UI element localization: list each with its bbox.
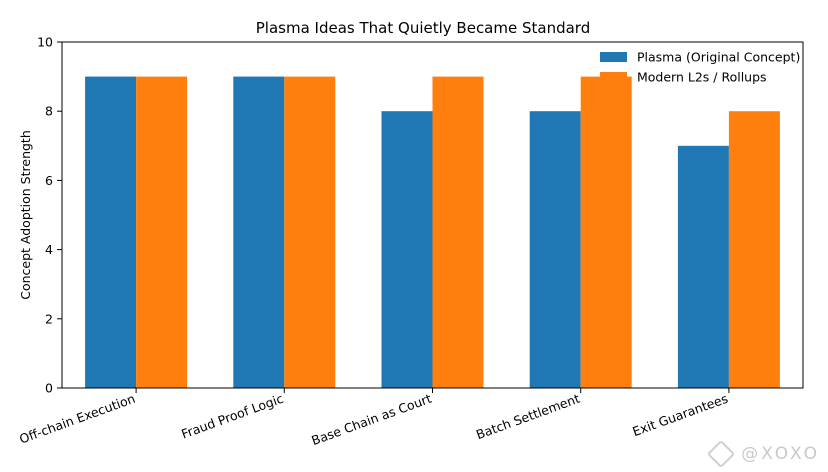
- watermark: @XOXO: [707, 439, 820, 469]
- legend-swatch: [600, 52, 627, 62]
- y-tick-label: 2: [45, 311, 53, 326]
- watermark-logo-icon: [707, 439, 736, 469]
- plot-area: 0 2 4 6 8 10 Off-chain Execution Fraud Proof Lo…: [17, 35, 804, 448]
- x-tick-label: Base Chain as Court: [309, 391, 433, 448]
- bar-plasma-4: [677, 145, 729, 388]
- watermark-text: @XOXO: [741, 444, 820, 464]
- bar-modern-3: [580, 76, 632, 388]
- x-tick-label: Exit Guarantees: [630, 391, 730, 439]
- x-tick-label: Off-chain Execution: [17, 391, 137, 447]
- legend-swatch: [600, 72, 627, 82]
- bar-plasma-0: [85, 76, 137, 388]
- bar-modern-0: [136, 76, 188, 388]
- bar-plasma-3: [529, 111, 581, 388]
- bar-modern-1: [284, 76, 336, 388]
- y-tick-label: 4: [45, 242, 53, 257]
- x-tick-label: Fraud Proof Logic: [179, 391, 285, 442]
- y-tick-label: 10: [37, 35, 53, 50]
- bar-plasma-1: [233, 76, 285, 388]
- chart-title: Plasma Ideas That Quietly Became Standar…: [256, 19, 590, 37]
- y-tick-label: 0: [45, 381, 53, 396]
- bar-modern-4: [728, 111, 780, 388]
- y-tick-label: 6: [45, 173, 53, 188]
- legend-label: Modern L2s / Rollups: [637, 70, 767, 85]
- x-tick-label: Batch Settlement: [474, 391, 582, 442]
- bar-modern-2: [432, 76, 484, 388]
- legend: Plasma (Original Concept) Modern L2s / Ro…: [600, 50, 800, 85]
- y-axis-label: Concept Adoption Strength: [18, 130, 33, 300]
- bar-plasma-2: [381, 111, 433, 388]
- y-tick-label: 8: [45, 104, 53, 119]
- legend-label: Plasma (Original Concept): [637, 50, 800, 65]
